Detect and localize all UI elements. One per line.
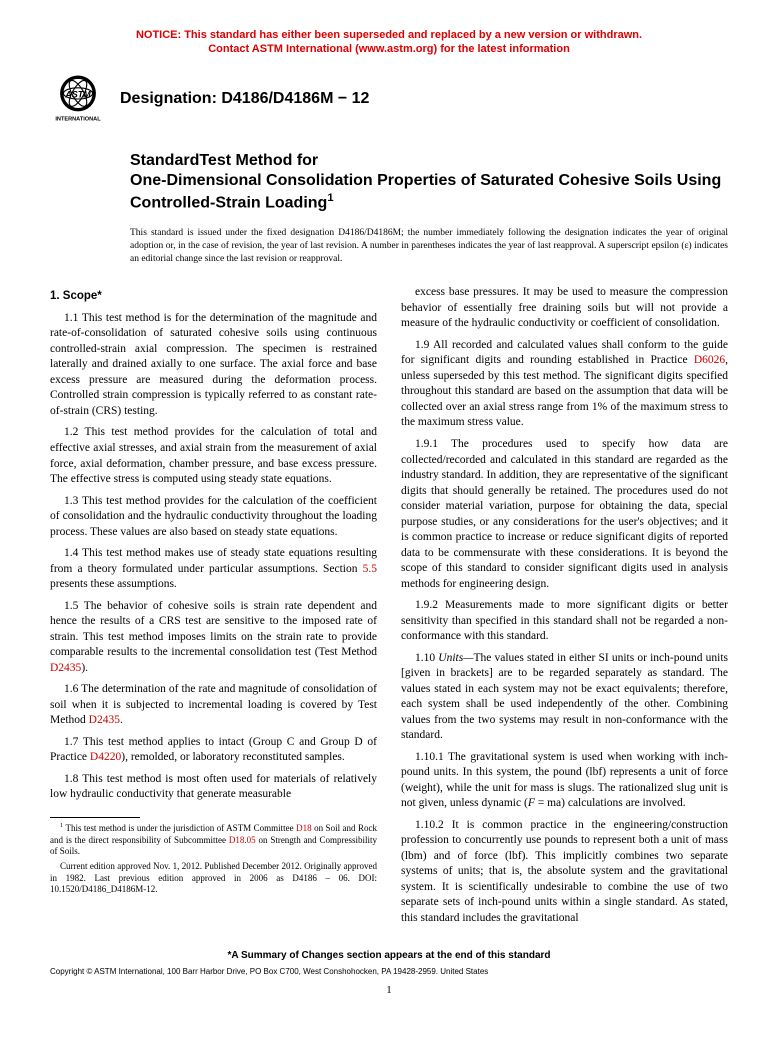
notice-l2: Contact ASTM International (www.astm.org… bbox=[208, 43, 570, 55]
ref-d6026[interactable]: D6026 bbox=[694, 354, 725, 366]
t: This test method is under the jurisdicti… bbox=[63, 823, 296, 833]
title-block: StandardTest Method for One-Dimensional … bbox=[130, 151, 728, 213]
ref-d18[interactable]: D18 bbox=[296, 823, 312, 833]
t: 1.4 This test method makes use of steady… bbox=[50, 547, 377, 575]
title-sup: 1 bbox=[327, 192, 333, 204]
para-1-4: 1.4 This test method makes use of steady… bbox=[50, 546, 377, 593]
changes-note: *A Summary of Changes section appears at… bbox=[50, 950, 728, 961]
para-1-10: 1.10 Units—The values stated in either S… bbox=[401, 651, 728, 744]
t: 1.5 The behavior of cohesive soils is st… bbox=[50, 600, 377, 659]
units-label: Units— bbox=[438, 652, 473, 664]
para-1-3: 1.3 This test method provides for the ca… bbox=[50, 494, 377, 541]
para-1-1: 1.1 This test method is for the determin… bbox=[50, 311, 377, 420]
para-1-9-1: 1.9.1 The procedures used to specify how… bbox=[401, 437, 728, 592]
ref-d2435a[interactable]: D2435 bbox=[50, 662, 81, 674]
ref-d1805[interactable]: D18.05 bbox=[229, 835, 256, 845]
ref-d4220[interactable]: D4220 bbox=[90, 751, 121, 763]
section-heading: 1. Scope* bbox=[50, 289, 377, 305]
svg-text:INTERNATIONAL: INTERNATIONAL bbox=[55, 116, 101, 122]
title-text: One-Dimensional Consolidation Properties… bbox=[130, 172, 721, 211]
footnote-2: Current edition approved Nov. 1, 2012. P… bbox=[50, 861, 377, 896]
para-1-6: 1.6 The determination of the rate and ma… bbox=[50, 682, 377, 729]
para-1-2: 1.2 This test method provides for the ca… bbox=[50, 425, 377, 487]
footnote-separator bbox=[50, 817, 140, 818]
para-1-7: 1.7 This test method applies to intact (… bbox=[50, 735, 377, 766]
astm-logo: ASTM INTERNATIONAL bbox=[50, 71, 106, 127]
t: ), remolded, or laboratory reconstituted… bbox=[121, 751, 345, 763]
page: NOTICE: This standard has either been su… bbox=[0, 0, 778, 1026]
svg-text:ASTM: ASTM bbox=[64, 89, 91, 99]
para-1-8b: excess base pressures. It may be used to… bbox=[401, 285, 728, 332]
para-1-5: 1.5 The behavior of cohesive soils is st… bbox=[50, 599, 377, 677]
page-number: 1 bbox=[50, 984, 728, 996]
notice: NOTICE: This standard has either been su… bbox=[50, 28, 728, 57]
ref-5-5[interactable]: 5.5 bbox=[363, 563, 377, 575]
body-columns: 1. Scope* 1.1 This test method is for th… bbox=[50, 285, 728, 926]
t: presents these assumptions. bbox=[50, 578, 177, 590]
designation: Designation: D4186/D4186M − 12 bbox=[120, 90, 369, 108]
t: ). bbox=[81, 662, 88, 674]
para-1-10-1: 1.10.1 The gravitational system is used … bbox=[401, 750, 728, 812]
footnotes: 1 This test method is under the jurisdic… bbox=[50, 822, 377, 896]
t: . bbox=[120, 714, 123, 726]
t: = ma) calculations are involved. bbox=[535, 797, 686, 809]
header: ASTM INTERNATIONAL Designation: D4186/D4… bbox=[50, 71, 728, 127]
para-1-8a: 1.8 This test method is most often used … bbox=[50, 772, 377, 803]
issued-note: This standard is issued under the fixed … bbox=[130, 227, 728, 265]
footnote-1: 1 This test method is under the jurisdic… bbox=[50, 822, 377, 858]
title-prefix: StandardTest Method for bbox=[130, 151, 728, 171]
t: The values stated in either SI units or … bbox=[401, 652, 728, 742]
notice-l1: NOTICE: This standard has either been su… bbox=[136, 29, 642, 41]
para-1-10-2: 1.10.2 It is common practice in the engi… bbox=[401, 818, 728, 927]
para-1-9-2: 1.9.2 Measurements made to more signific… bbox=[401, 598, 728, 645]
para-1-9: 1.9 All recorded and calculated values s… bbox=[401, 338, 728, 431]
ref-d2435b[interactable]: D2435 bbox=[89, 714, 120, 726]
var-f: F bbox=[528, 797, 535, 809]
title-main: One-Dimensional Consolidation Properties… bbox=[130, 171, 728, 213]
t: 1.9 All recorded and calculated values s… bbox=[401, 339, 728, 367]
copyright: Copyright © ASTM International, 100 Barr… bbox=[50, 967, 728, 976]
